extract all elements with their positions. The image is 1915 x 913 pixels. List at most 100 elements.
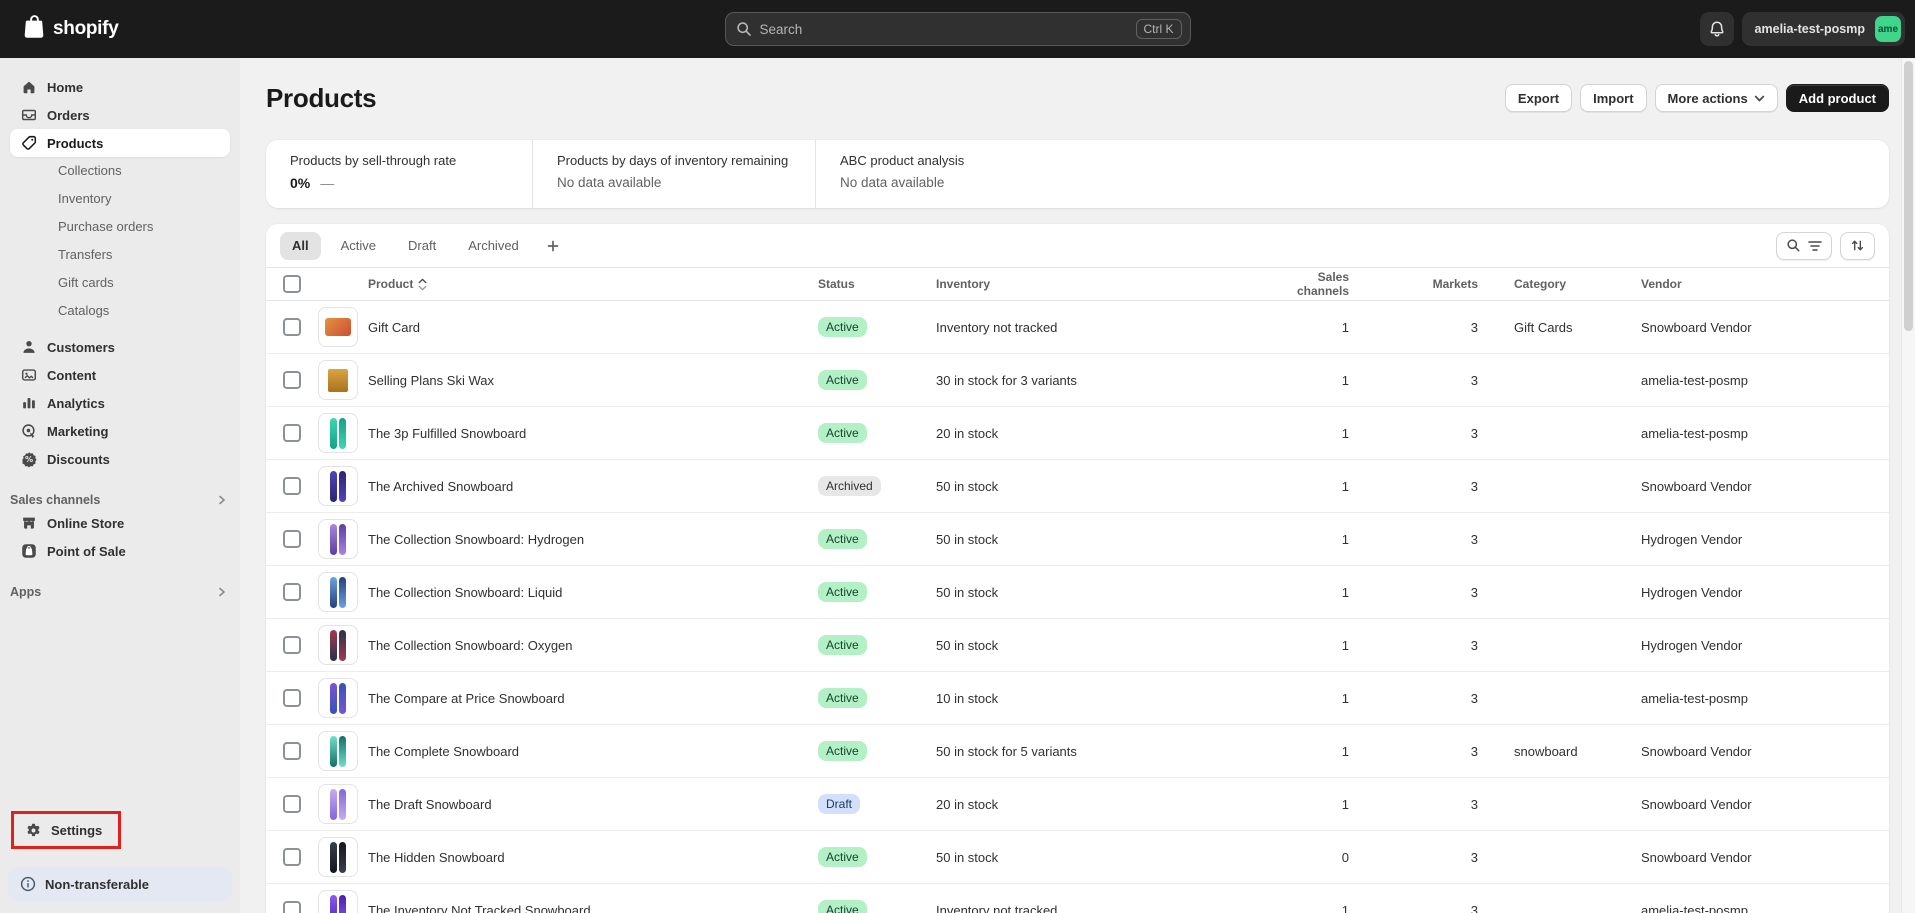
product-name[interactable]: The Complete Snowboard	[368, 743, 520, 759]
product-name[interactable]: The Hidden Snowboard	[368, 849, 505, 865]
sidebar-item-content[interactable]: Content	[10, 361, 230, 389]
account-menu[interactable]: amelia-test-posmp ame	[1741, 12, 1905, 46]
table-row[interactable]: The 3p Fulfilled Snowboard Active 20 in st…	[266, 407, 1889, 460]
add-view-button[interactable]	[539, 232, 567, 260]
product-name[interactable]: The Draft Snowboard	[368, 796, 492, 812]
table-row[interactable]: The Hidden Snowboard Active 50 in stock 0 3 S…	[266, 831, 1889, 884]
sidebar-section-sales-channels[interactable]: Sales channels	[10, 493, 227, 507]
search-bar[interactable]: Ctrl K	[724, 12, 1191, 46]
topbar: shopify Ctrl K amelia-test-posmp ame	[0, 0, 1915, 58]
table-row[interactable]: The Compare at Price Snowboard Active 10 i…	[266, 672, 1889, 725]
sidebar-item-online-store[interactable]: Online Store	[10, 509, 230, 537]
table-row[interactable]: The Draft Snowboard Draft 20 in stock 1 3 Sno…	[266, 778, 1889, 831]
row-checkbox[interactable]	[283, 636, 301, 654]
shopify-logo[interactable]: shopify	[22, 13, 119, 45]
row-checkbox[interactable]	[283, 477, 301, 495]
markets-cell: 3	[1470, 478, 1478, 494]
sidebar-item-transfers[interactable]: Transfers	[58, 247, 113, 262]
column-header-product[interactable]: Product	[368, 277, 818, 291]
row-checkbox[interactable]	[283, 371, 301, 389]
sidebar-item-inventory[interactable]: Inventory	[58, 191, 112, 206]
inventory-cell: 50 in stock	[936, 531, 999, 547]
product-name[interactable]: The Compare at Price Snowboard	[368, 690, 565, 706]
sidebar-item-point-of-sale[interactable]: Point of Sale	[10, 537, 230, 565]
table-row[interactable]: Selling Plans Ski Wax Active 30 in stock f…	[266, 354, 1889, 407]
metric-abc-analysis[interactable]: ABC product analysis No data available	[815, 140, 1889, 208]
metric-days-of-inventory[interactable]: Products by days of inventory remaining …	[532, 140, 815, 208]
markets-cell: 3	[1470, 902, 1478, 913]
status-badge: Active	[818, 635, 867, 655]
table-row[interactable]: The Complete Snowboard Active 50 in stock …	[266, 725, 1889, 778]
plus-icon	[546, 239, 560, 253]
sidebar-item-products[interactable]: Products	[10, 129, 230, 157]
row-checkbox[interactable]	[283, 689, 301, 707]
sales-channels-cell: 1	[1341, 372, 1349, 388]
sidebar-item-home[interactable]: Home	[10, 73, 230, 101]
row-checkbox[interactable]	[283, 795, 301, 813]
more-actions-button[interactable]: More actions	[1654, 84, 1778, 112]
product-thumbnail	[318, 678, 358, 718]
product-name[interactable]: The Archived Snowboard	[368, 478, 514, 494]
import-button[interactable]: Import	[1580, 84, 1647, 112]
add-product-button[interactable]: Add product	[1785, 84, 1889, 112]
table-row[interactable]: Gift Card Active Inventory not tracked 1 3 Gi…	[266, 301, 1889, 354]
search-filter-button[interactable]	[1776, 231, 1832, 260]
vendor-cell: Snowboard Vendor	[1641, 478, 1752, 494]
row-checkbox[interactable]	[283, 583, 301, 601]
row-checkbox[interactable]	[283, 901, 301, 913]
sidebar-item-analytics[interactable]: Analytics	[10, 389, 230, 417]
export-button[interactable]: Export	[1504, 84, 1573, 112]
product-name[interactable]: The Collection Snowboard: Hydrogen	[368, 531, 585, 547]
scrollbar-thumb[interactable]	[1904, 61, 1913, 331]
sidebar-item-catalogs[interactable]: Catalogs	[58, 303, 110, 318]
tab-draft[interactable]: Draft	[396, 232, 448, 260]
sales-channels-cell: 1	[1341, 690, 1349, 706]
product-thumbnail	[318, 784, 358, 824]
sidebar-item-gift-cards[interactable]: Gift cards	[58, 275, 114, 290]
sort-button[interactable]	[1840, 231, 1875, 260]
table-row[interactable]: The Archived Snowboard Archived 50 in stoc…	[266, 460, 1889, 513]
sidebar-item-settings[interactable]: Settings	[16, 816, 116, 844]
status-badge: Active	[818, 370, 867, 390]
table-row[interactable]: The Collection Snowboard: Hydrogen Active…	[266, 513, 1889, 566]
row-checkbox[interactable]	[283, 848, 301, 866]
tab-archived[interactable]: Archived	[456, 232, 531, 260]
product-name[interactable]: The 3p Fulfilled Snowboard	[368, 425, 527, 441]
product-thumbnail	[318, 519, 358, 559]
notifications-button[interactable]	[1699, 12, 1734, 46]
row-checkbox[interactable]	[283, 424, 301, 442]
row-checkbox[interactable]	[283, 530, 301, 548]
inventory-cell: 20 in stock	[936, 425, 999, 441]
markets-cell: 3	[1470, 372, 1478, 388]
table-row[interactable]: The Collection Snowboard: Liquid Active 50…	[266, 566, 1889, 619]
metric-sell-through-rate[interactable]: Products by sell-through rate 0% —	[290, 153, 457, 191]
sidebar-item-discounts[interactable]: % Discounts	[10, 445, 230, 473]
sidebar-item-purchase-orders[interactable]: Purchase orders	[58, 219, 154, 234]
sidebar-section-apps[interactable]: Apps	[10, 585, 227, 599]
row-checkbox[interactable]	[283, 742, 301, 760]
row-checkbox[interactable]	[283, 318, 301, 336]
product-name[interactable]: Gift Card	[368, 319, 421, 335]
product-name[interactable]: Selling Plans Ski Wax	[368, 372, 494, 388]
table-row[interactable]: The Inventory Not Tracked Snowboard Activ…	[266, 884, 1889, 913]
product-name[interactable]: The Collection Snowboard: Oxygen	[368, 637, 573, 653]
search-input[interactable]	[759, 21, 1136, 37]
sort-carets-icon	[418, 278, 427, 291]
select-all-checkbox[interactable]	[283, 275, 301, 293]
column-header-markets: Markets	[1432, 277, 1478, 291]
sidebar-item-marketing[interactable]: Marketing	[10, 417, 230, 445]
tab-active[interactable]: Active	[329, 232, 388, 260]
non-transferable-banner[interactable]: Non-transferable	[8, 867, 232, 901]
inventory-cell: 50 in stock	[936, 584, 999, 600]
sidebar-item-orders[interactable]: Orders	[10, 101, 230, 129]
sidebar-item-customers[interactable]: Customers	[10, 333, 230, 361]
tab-all[interactable]: All	[280, 231, 321, 260]
vendor-cell: Snowboard Vendor	[1641, 796, 1752, 812]
markets-cell: 3	[1470, 690, 1478, 706]
sidebar-item-collections[interactable]: Collections	[58, 163, 122, 178]
table-row[interactable]: The Collection Snowboard: Oxygen Active 50…	[266, 619, 1889, 672]
page-scrollbar[interactable]	[1901, 58, 1915, 913]
product-name[interactable]: The Inventory Not Tracked Snowboard	[368, 902, 591, 913]
product-name[interactable]: The Collection Snowboard: Liquid	[368, 584, 563, 600]
